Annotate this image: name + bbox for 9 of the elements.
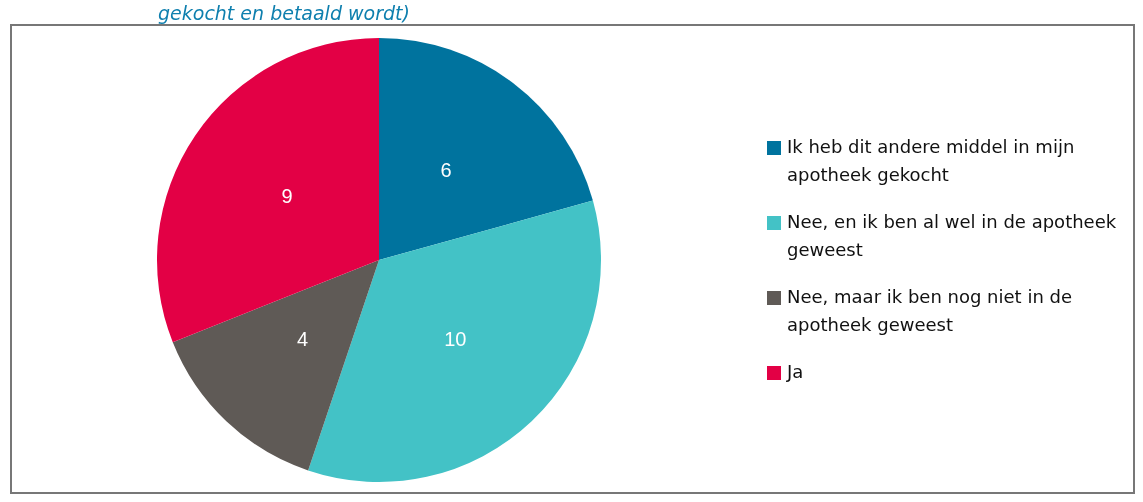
data-label: 10 <box>444 328 467 351</box>
legend-label: Nee, en ik ben al wel in de apotheek geweest <box>787 210 1118 262</box>
chart-title: gekocht en betaald wordt) <box>158 2 410 24</box>
legend-label: Ja <box>787 360 804 384</box>
data-label: 6 <box>440 159 452 182</box>
data-label: 4 <box>297 328 309 351</box>
legend-label: Nee, maar ik ben nog niet in de apotheek geweest <box>787 285 1073 337</box>
legend-label: Ik heb dit andere middel in mijn apotheek gekocht <box>787 135 1076 187</box>
data-label: 9 <box>281 185 293 208</box>
